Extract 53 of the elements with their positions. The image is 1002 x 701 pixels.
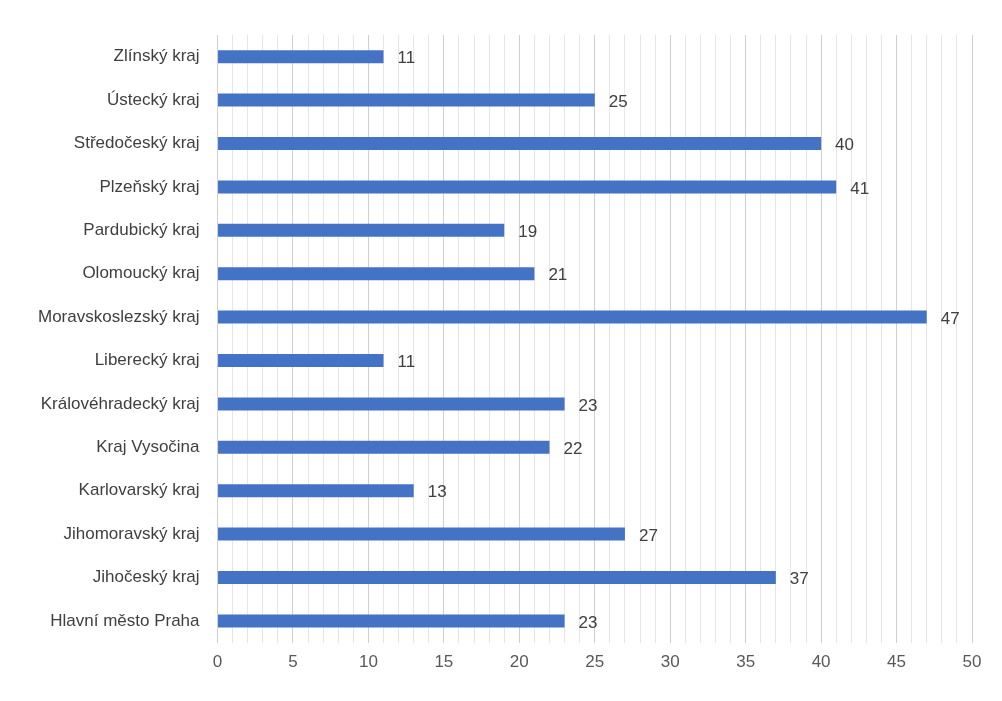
y-tick-label: Jihomoravský kraj <box>63 523 200 543</box>
data-label: 41 <box>850 178 870 198</box>
data-label: 13 <box>427 482 447 502</box>
data-label: 40 <box>835 135 855 155</box>
data-label: 23 <box>578 395 598 415</box>
bar <box>218 484 414 498</box>
bar <box>218 310 927 324</box>
bar <box>218 223 505 237</box>
x-tick-label: 15 <box>434 652 454 672</box>
bar <box>218 267 535 281</box>
data-label: 37 <box>789 569 809 589</box>
bar <box>218 180 837 194</box>
y-tick-label: Zlínský kraj <box>113 46 200 66</box>
bar <box>218 614 565 628</box>
bar <box>218 440 550 454</box>
y-tick-label: Středočeský kraj <box>73 133 200 153</box>
data-label: 23 <box>578 612 598 632</box>
data-label: 27 <box>638 525 658 545</box>
x-tick-label: 20 <box>509 652 529 672</box>
y-tick-label: Hlavní město Praha <box>50 610 201 630</box>
y-tick-label: Karlovarský kraj <box>78 480 200 500</box>
x-tick-label: 30 <box>660 652 680 672</box>
data-label: 11 <box>397 48 416 68</box>
data-label: 11 <box>397 352 416 372</box>
y-tick-label: Kraj Vysočina <box>96 436 201 456</box>
y-tick-label: Olomoucký kraj <box>82 263 200 283</box>
y-tick-label: Jihočeský kraj <box>92 567 200 587</box>
bar <box>218 136 822 151</box>
bar <box>218 353 384 368</box>
y-tick-label: Ústecký kraj <box>106 89 200 109</box>
x-tick-label: 25 <box>585 652 605 672</box>
x-tick-label: 35 <box>736 652 756 672</box>
data-label: 19 <box>518 221 538 241</box>
y-tick-label: Plzeňský kraj <box>99 176 200 196</box>
bar <box>218 50 384 64</box>
bar <box>218 93 595 107</box>
y-tick-label: Královéhradecký kraj <box>40 393 200 413</box>
bar <box>218 570 776 585</box>
bar <box>218 527 625 541</box>
y-tick-label: Liberecký kraj <box>94 350 200 370</box>
y-tick-label: Pardubický kraj <box>83 219 200 239</box>
x-tick-label: 40 <box>811 652 831 672</box>
y-tick-label: Moravskoslezský kraj <box>37 306 200 326</box>
x-tick-label: 10 <box>358 652 378 672</box>
data-label: 21 <box>548 265 568 285</box>
x-tick-label: 5 <box>288 652 298 672</box>
x-tick-label: 45 <box>887 652 907 672</box>
data-label: 25 <box>608 91 628 111</box>
data-label: 47 <box>940 308 960 328</box>
bar <box>218 397 565 411</box>
x-tick-label: 0 <box>212 652 223 672</box>
data-label: 22 <box>563 438 583 458</box>
x-tick-label: 50 <box>962 652 982 672</box>
